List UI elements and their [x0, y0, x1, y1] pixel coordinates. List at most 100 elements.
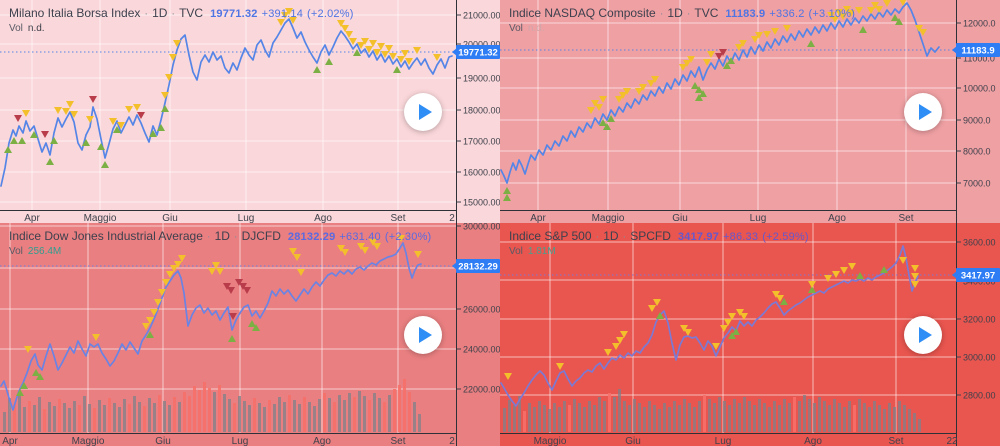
y-axis-label: 3200.00: [963, 315, 996, 325]
volume-bar: [393, 389, 396, 432]
volume-bar: [638, 403, 641, 432]
sell-marker: [165, 74, 173, 81]
volume-bar: [158, 395, 161, 432]
chart-pane-milano-italia-borsa: 21000.00 20000.00 19000.00 18000.00 17000.00…: [0, 0, 500, 223]
volume-bar: [343, 400, 346, 432]
buy-marker: [248, 320, 256, 327]
sell-marker: [740, 313, 748, 320]
volume-bar: [518, 396, 521, 432]
chart-canvas[interactable]: 21000.00 20000.00 19000.00 18000.00 17000.00…: [0, 0, 500, 223]
sell-marker: [783, 25, 791, 32]
play-button[interactable]: [404, 93, 442, 131]
volume-bar: [93, 408, 96, 432]
sell-marker: [243, 287, 251, 294]
buy-marker: [503, 187, 511, 194]
volume-bar: [108, 398, 111, 432]
x-axis-label: 2: [449, 213, 455, 223]
chart-canvas[interactable]: 12000.0 11000.0 10000.0 9000.0 8000.0 7000.0 A…: [500, 0, 1000, 223]
buy-marker: [807, 40, 815, 47]
volume-bar: [3, 412, 6, 432]
volume-bar: [338, 395, 341, 432]
volume-bar: [758, 399, 761, 432]
sell-marker: [357, 243, 365, 250]
x-axis-label: 22: [946, 436, 958, 446]
sell-marker: [170, 265, 178, 272]
volume-bar: [233, 403, 236, 432]
sell-marker: [361, 38, 369, 45]
volume-bar: [863, 403, 866, 432]
volume-bar: [218, 385, 221, 432]
buy-marker: [30, 131, 38, 138]
sell-marker: [911, 273, 919, 280]
volume-bar: [138, 402, 141, 432]
sell-marker: [341, 25, 349, 32]
sell-marker: [70, 111, 78, 118]
sell-marker: [337, 245, 345, 252]
volume-bar: [238, 396, 241, 432]
price-badge-label: 3417.97: [961, 271, 995, 282]
play-icon: [419, 104, 432, 120]
volume-bar: [83, 396, 86, 432]
sell-marker: [919, 29, 927, 36]
play-icon: [919, 104, 932, 120]
volume-bar: [793, 397, 796, 432]
y-axis-label: 10000.0: [963, 84, 996, 94]
y-axis-label: 9000.0: [963, 116, 991, 126]
sell-marker: [377, 43, 385, 50]
volume-bar: [693, 407, 696, 432]
sell-marker: [556, 363, 564, 370]
volume-bar: [613, 397, 616, 432]
sell-marker: [587, 107, 595, 114]
y-axis-label: 3600.00: [963, 238, 996, 248]
volume-bar: [38, 397, 41, 432]
sell-marker: [604, 349, 612, 356]
sell-marker: [361, 247, 369, 254]
sell-marker: [289, 17, 297, 24]
sell-marker: [235, 279, 243, 286]
sell-marker: [397, 56, 405, 63]
buy-marker: [599, 119, 607, 126]
price-badge-pointer: [952, 46, 957, 54]
sell-marker: [62, 108, 70, 115]
sell-marker: [679, 64, 687, 71]
sell-marker: [855, 7, 863, 14]
play-icon: [919, 327, 932, 343]
volume-bar: [608, 393, 611, 432]
sell-marker: [724, 319, 732, 326]
volume-bar: [148, 398, 151, 432]
x-axis-label: Lug: [750, 213, 767, 223]
volume-bar: [623, 401, 626, 432]
x-axis-label: Giu: [162, 213, 178, 223]
sell-marker: [772, 291, 780, 298]
chart-canvas[interactable]: 30000.00 26000.00 24000.00 22000.00 Apr Maggi…: [0, 223, 500, 446]
volume-bar: [543, 405, 546, 432]
volume-bar: [913, 413, 916, 432]
volume-bar: [813, 403, 816, 432]
sell-marker: [835, 9, 843, 16]
buy-marker: [856, 272, 864, 279]
volume-bar: [703, 395, 706, 432]
x-axis-label: Ago: [314, 213, 332, 223]
volume-bar: [213, 392, 216, 432]
sell-marker: [349, 38, 357, 45]
buy-marker: [859, 26, 867, 33]
sell-marker: [385, 45, 393, 52]
volume-bar: [553, 403, 556, 432]
volume-bar: [848, 401, 851, 432]
chart-canvas[interactable]: 3600.003400.003200.003000.002800.00Maggi…: [500, 223, 1000, 446]
play-button[interactable]: [904, 316, 942, 354]
play-button[interactable]: [404, 316, 442, 354]
play-button[interactable]: [904, 93, 942, 131]
volume-bar: [563, 401, 566, 432]
sell-marker: [208, 268, 216, 275]
sell-marker: [619, 92, 627, 99]
volume-bar: [768, 407, 771, 432]
buy-marker: [393, 66, 401, 73]
volume-bar: [208, 388, 211, 432]
volume-bar: [788, 403, 791, 432]
sell-marker: [680, 325, 688, 332]
sell-marker: [832, 271, 840, 278]
volume-bar: [123, 399, 126, 432]
volume-bar: [508, 400, 511, 432]
volume-bar: [8, 398, 11, 432]
